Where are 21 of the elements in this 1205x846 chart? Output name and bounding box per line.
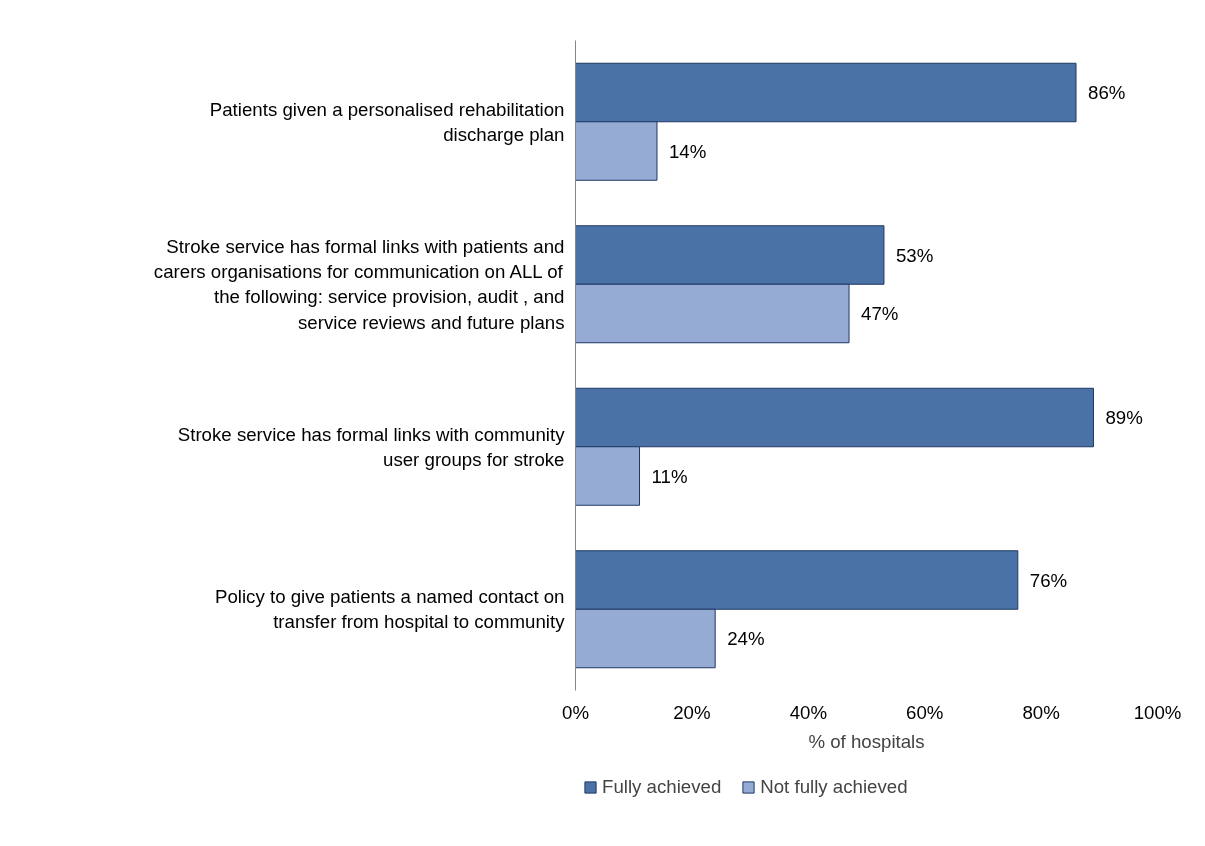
data-label: 86% [1088, 82, 1126, 103]
y-tick-label: Policy to give patients a named contact on transfer from hospital to community [215, 586, 566, 633]
data-label: 24% [727, 628, 765, 649]
data-label: 47% [861, 303, 899, 324]
data-label: 14% [668, 140, 707, 162]
data-label: 76% [1029, 569, 1068, 591]
x-tick-label: 100% [1133, 701, 1182, 723]
x-tick-label: 20% [673, 701, 711, 723]
x-tick-label: 40% [789, 701, 827, 723]
legend-label: Not fully achieved [760, 776, 908, 798]
y-tick-label: Stroke service has formal links with patients and carers organisations for communication on ALL of the following: service provision, audit , and service reviews and future plans [153, 235, 565, 333]
x-tick-label: 60% [906, 701, 944, 723]
data-label: 53% [895, 244, 934, 266]
legend-label: Fully achieved [602, 776, 722, 798]
x-axis-title: % of hospitals [808, 730, 925, 752]
x-tick-label: 0% [562, 701, 589, 723]
y-tick-label: Stroke service has formal links with community user groups for stroke [177, 423, 566, 470]
y-tick-label: Patients given a personalised rehabilitation discharge plan [209, 98, 565, 145]
data-label: 11% [651, 465, 688, 487]
data-label: 89% [1105, 407, 1143, 428]
x-tick-label: 80% [1022, 701, 1060, 723]
